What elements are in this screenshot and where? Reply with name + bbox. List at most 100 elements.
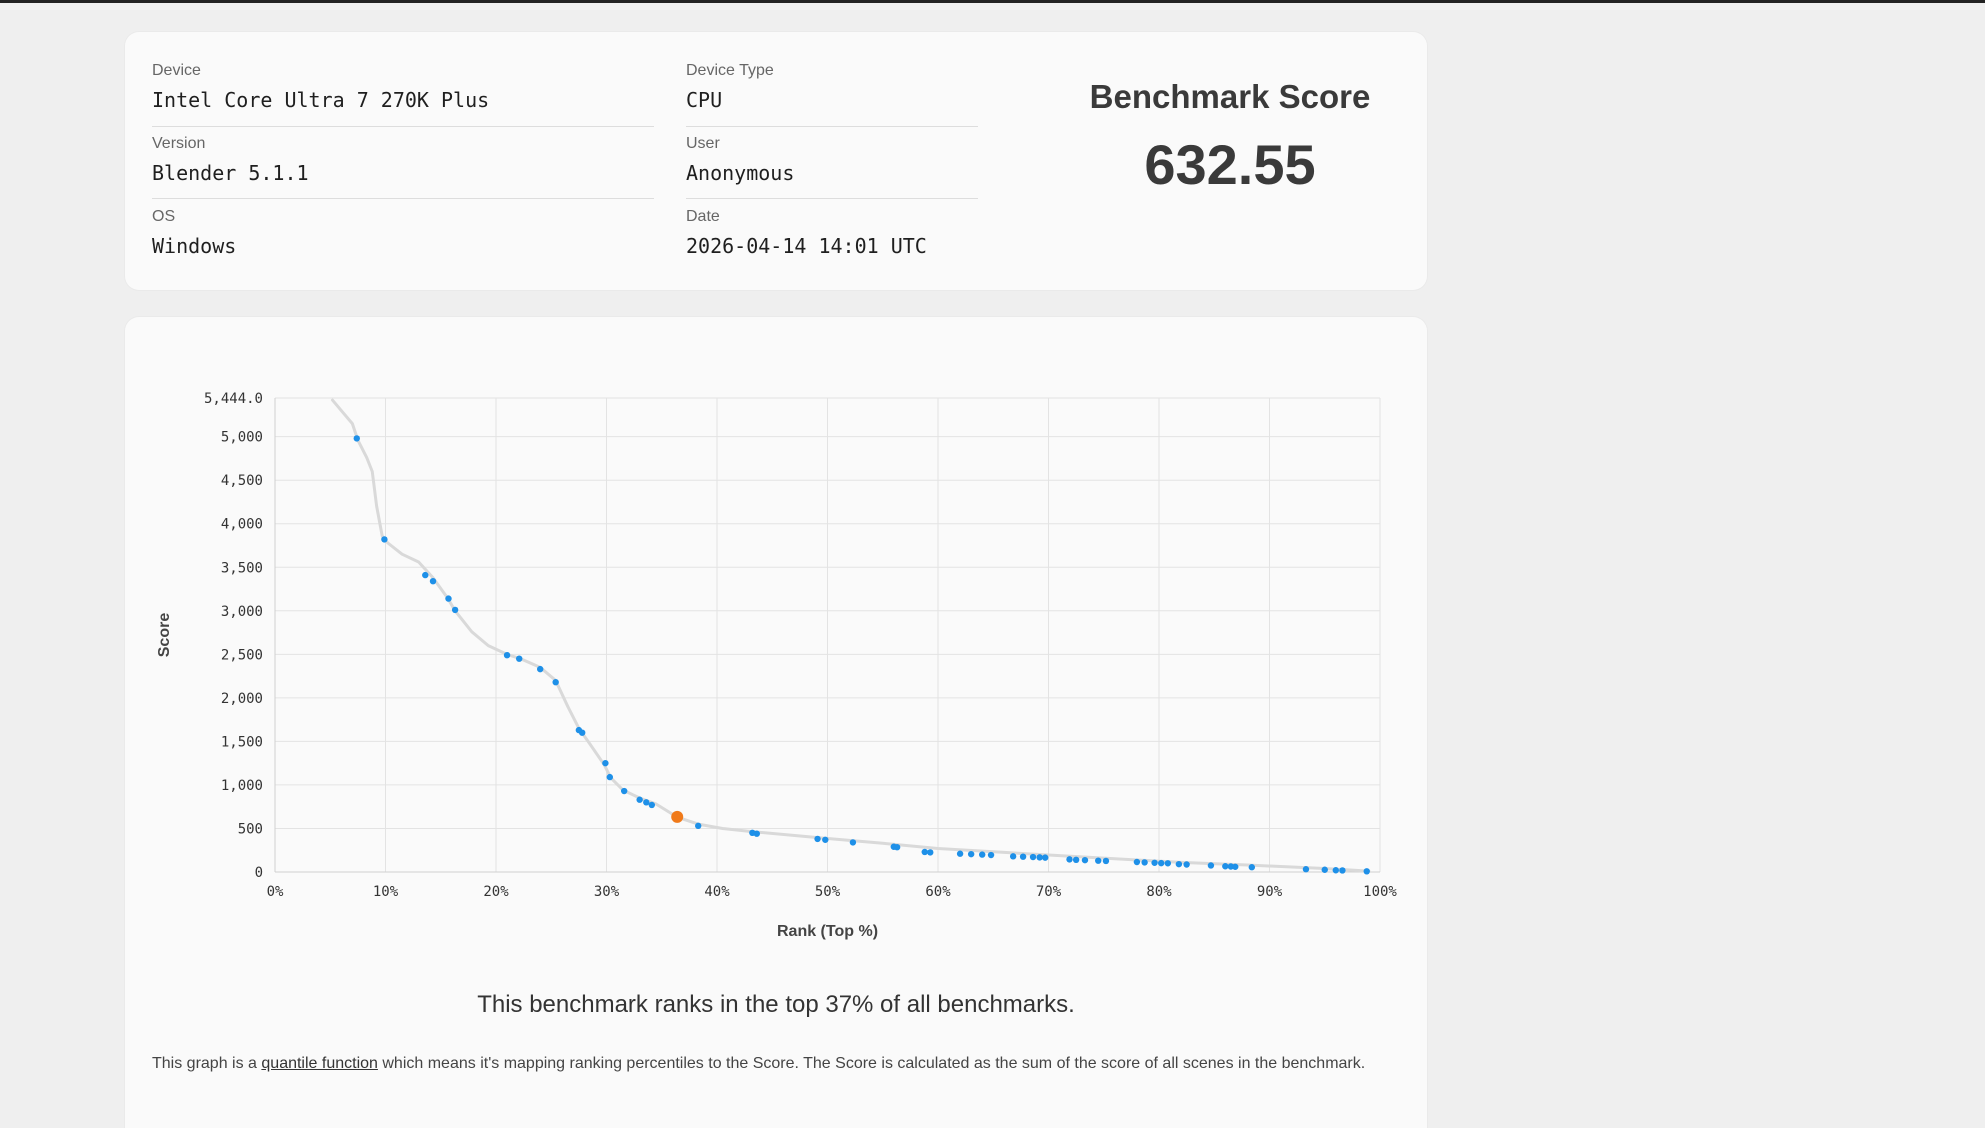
device-label: Device <box>152 62 201 79</box>
benchmark-point[interactable] <box>822 836 829 843</box>
benchmark-point[interactable] <box>636 796 643 803</box>
device-type-value: CPU <box>686 88 723 112</box>
device-type-label: Device Type <box>686 62 774 79</box>
benchmark-point[interactable] <box>353 435 360 442</box>
x-tick-label: 30% <box>594 884 620 900</box>
benchmark-point[interactable] <box>445 595 452 602</box>
benchmark-point[interactable] <box>814 835 821 843</box>
user-label: User <box>686 135 720 152</box>
version-label: Version <box>152 135 206 152</box>
date-label: Date <box>686 208 720 225</box>
benchmark-point[interactable] <box>552 678 559 686</box>
chart-description: This graph is a quantile function which … <box>152 1048 1392 1080</box>
benchmark-point[interactable] <box>1029 853 1037 861</box>
benchmark-point[interactable] <box>1158 859 1165 867</box>
benchmark-point[interactable] <box>1207 862 1215 869</box>
top-bar <box>0 0 1985 3</box>
benchmark-point[interactable] <box>1363 868 1370 875</box>
benchmark-point[interactable] <box>956 850 964 857</box>
x-tick-label: 10% <box>373 884 399 900</box>
benchmark-point[interactable] <box>967 850 975 858</box>
benchmark-point[interactable] <box>1041 854 1049 861</box>
benchmark-point[interactable] <box>1072 856 1080 864</box>
benchmark-point[interactable] <box>1175 860 1183 868</box>
y-tick-label: 3,500 <box>221 560 263 576</box>
x-tick-label: 90% <box>1257 884 1283 900</box>
benchmark-point[interactable] <box>1302 866 1310 873</box>
benchmark-point[interactable] <box>602 759 609 767</box>
chart-labels: 0% 10% 20% 30% 40% 50% 60% 70% 80% 90% 100% 0 500 1,0… <box>156 391 1397 940</box>
benchmark-point[interactable] <box>1081 856 1089 864</box>
benchmark-point[interactable] <box>429 577 437 585</box>
benchmark-point[interactable] <box>1321 866 1328 873</box>
benchmark-point[interactable] <box>1232 863 1239 870</box>
benchmark-point[interactable] <box>1151 859 1158 866</box>
benchmark-point[interactable] <box>1036 854 1043 861</box>
x-axis-title: Rank (Top %) <box>777 923 878 940</box>
benchmark-point[interactable] <box>537 665 544 673</box>
user-divider <box>686 198 978 199</box>
benchmark-score-title: Benchmark Score <box>1089 78 1371 115</box>
benchmark-point[interactable] <box>1066 856 1073 863</box>
benchmark-point[interactable] <box>695 822 702 830</box>
description-suffix: which means it's mapping ranking percent… <box>377 1055 1366 1072</box>
y-tick-label: 1,500 <box>221 734 263 750</box>
os-value: Windows <box>152 234 237 258</box>
benchmark-point[interactable] <box>1141 859 1148 866</box>
y-tick-label: 4,500 <box>221 473 263 489</box>
benchmark-point[interactable] <box>1222 863 1229 870</box>
user-field: User Anonymous <box>686 135 794 185</box>
version-field: Version Blender 5.1.1 <box>152 135 309 185</box>
benchmark-point[interactable] <box>753 830 760 837</box>
benchmark-point[interactable] <box>1102 857 1110 865</box>
x-tick-label: 100% <box>1363 884 1397 900</box>
benchmark-point[interactable] <box>1133 858 1141 866</box>
quantile-curve <box>330 398 1371 873</box>
benchmark-point[interactable] <box>620 787 628 795</box>
benchmark-point[interactable] <box>1019 853 1027 860</box>
benchmark-point[interactable] <box>893 843 901 851</box>
y-tick-label: 5,444.0 <box>204 391 263 407</box>
benchmark-point[interactable] <box>1183 861 1190 868</box>
os-label: OS <box>152 208 176 225</box>
benchmark-point[interactable] <box>1332 867 1340 874</box>
device-divider <box>152 126 654 127</box>
quantile-function-link[interactable]: quantile function <box>261 1055 378 1072</box>
y-tick-label: 2,500 <box>221 647 263 663</box>
chart-curve <box>330 398 1371 873</box>
user-value: Anonymous <box>686 161 795 185</box>
chart-axes <box>274 398 1380 873</box>
benchmark-point[interactable] <box>849 839 857 846</box>
chart-grid <box>274 397 1381 873</box>
x-tick-label: 50% <box>815 884 841 900</box>
x-tick-label: 60% <box>925 884 951 900</box>
current-benchmark-point[interactable] <box>671 810 684 823</box>
quantile-chart: 0% 10% 20% 30% 40% 50% 60% 70% 80% 90% 100% 0 500 1,0… <box>156 391 1397 940</box>
date-value: 2026-04-14 14:01 UTC <box>686 234 927 258</box>
benchmark-point[interactable] <box>643 799 650 806</box>
benchmark-point[interactable] <box>503 652 511 659</box>
benchmark-point[interactable] <box>606 773 614 781</box>
benchmark-point[interactable] <box>979 851 986 858</box>
description-prefix: This graph is a <box>152 1055 262 1072</box>
y-tick-label: 5,000 <box>221 430 263 446</box>
benchmark-point[interactable] <box>1009 853 1017 860</box>
benchmark-point[interactable] <box>516 655 523 662</box>
benchmark-point[interactable] <box>648 801 656 809</box>
benchmark-point[interactable] <box>1095 857 1102 864</box>
benchmark-point[interactable] <box>422 571 429 579</box>
benchmark-point[interactable] <box>987 851 995 859</box>
device-type-divider <box>686 126 978 127</box>
y-tick-label: 4,000 <box>221 517 263 533</box>
benchmark-point[interactable] <box>451 606 459 614</box>
rank-summary: This benchmark ranks in the top 37% of a… <box>477 991 1075 1018</box>
benchmark-point[interactable] <box>381 536 388 543</box>
chart-card <box>125 317 1427 1128</box>
benchmark-point[interactable] <box>927 849 934 856</box>
benchmark-point[interactable] <box>921 848 928 856</box>
benchmark-point[interactable] <box>1248 864 1256 871</box>
benchmark-point[interactable] <box>1339 867 1346 874</box>
version-value: Blender 5.1.1 <box>152 161 309 185</box>
benchmark-point[interactable] <box>578 729 586 736</box>
benchmark-point[interactable] <box>1164 860 1172 867</box>
